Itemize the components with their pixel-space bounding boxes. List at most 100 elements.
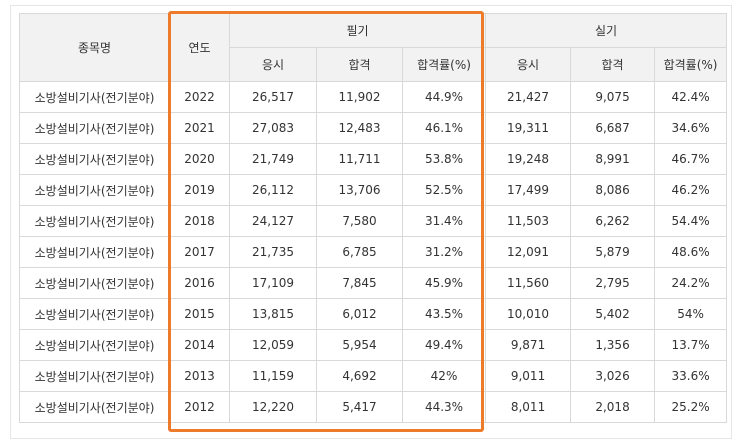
cell-written-rate: 46.1% — [401, 112, 487, 144]
cell-practical-apply: 9,011 — [485, 360, 572, 392]
cell-practical-pass: 5,402 — [570, 298, 656, 330]
cell-practical-apply: 9,871 — [485, 329, 572, 361]
cell-practical-rate: 46.7% — [654, 143, 728, 175]
header-item-name: 종목명 — [19, 13, 170, 82]
cell-item-name: 소방설비기사(전기분야) — [19, 174, 170, 206]
cell-written-rate: 44.9% — [401, 81, 487, 113]
cell-year: 2020 — [169, 143, 230, 175]
cell-written-apply: 17,109 — [229, 267, 317, 299]
cell-practical-rate: 54.4% — [654, 205, 728, 237]
cell-practical-rate: 34.6% — [654, 112, 728, 144]
cell-practical-apply: 12,091 — [485, 236, 572, 268]
cell-practical-rate: 25.2% — [654, 391, 728, 423]
cell-practical-pass: 6,687 — [570, 112, 656, 144]
cell-year: 2013 — [169, 360, 230, 392]
cell-written-apply: 26,517 — [229, 81, 317, 113]
cell-practical-rate: 42.4% — [654, 81, 728, 113]
cell-written-apply: 26,112 — [229, 174, 317, 206]
cell-written-rate: 52.5% — [401, 174, 487, 206]
cell-year: 2022 — [169, 81, 230, 113]
cell-written-pass: 11,711 — [316, 143, 403, 175]
cell-practical-rate: 48.6% — [654, 236, 728, 268]
cell-written-rate: 44.3% — [401, 391, 487, 423]
cell-written-rate: 43.5% — [401, 298, 487, 330]
table-row: 소방설비기사(전기분야) 2021 27,083 12,483 46.1% 19,311 6… — [19, 112, 728, 144]
table-row: 소방설비기사(전기분야) 2020 21,749 11,711 53.8% 19,248 8… — [19, 143, 728, 175]
cell-item-name: 소방설비기사(전기분야) — [19, 360, 170, 392]
table-row: 소방설비기사(전기분야) 2014 12,059 5,954 49.4% 9,871 1,3… — [19, 329, 728, 361]
cell-written-apply: 11,159 — [229, 360, 317, 392]
header-practical-pass: 합격 — [570, 47, 656, 82]
table-row: 소방설비기사(전기분야) 2015 13,815 6,012 43.5% 10,010 5,… — [19, 298, 728, 330]
cell-written-rate: 31.2% — [401, 236, 487, 268]
cell-practical-pass: 6,262 — [570, 205, 656, 237]
cell-written-pass: 11,902 — [316, 81, 403, 113]
cell-year: 2014 — [169, 329, 230, 361]
table-row: 소방설비기사(전기분야) 2019 26,112 13,706 52.5% 17,499 8… — [19, 174, 728, 206]
header-practical-rate: 합격률(%) — [654, 47, 728, 82]
header-year: 연도 — [169, 13, 230, 82]
cell-year: 2016 — [169, 267, 230, 299]
header-written-apply: 응시 — [229, 47, 317, 82]
cell-practical-apply: 21,427 — [485, 81, 572, 113]
table-row: 소방설비기사(전기분야) 2018 24,127 7,580 31.4% 11,503 6,… — [19, 205, 728, 237]
cell-written-pass: 7,580 — [316, 205, 403, 237]
cell-practical-pass: 3,026 — [570, 360, 656, 392]
table-row: 소방설비기사(전기분야) 2012 12,220 5,417 44.3% 8,011 2,0… — [19, 391, 728, 423]
cell-year: 2021 — [169, 112, 230, 144]
cell-written-pass: 6,785 — [316, 236, 403, 268]
cell-practical-apply: 19,311 — [485, 112, 572, 144]
header-row-1: 종목명 연도 필기 실기 — [19, 13, 728, 82]
cell-written-apply: 21,749 — [229, 143, 317, 175]
cell-written-rate: 53.8% — [401, 143, 487, 175]
cell-practical-apply: 8,011 — [485, 391, 572, 423]
cell-written-rate: 49.4% — [401, 329, 487, 361]
cell-written-apply: 13,815 — [229, 298, 317, 330]
cell-written-pass: 5,417 — [316, 391, 403, 423]
cell-written-pass: 5,954 — [316, 329, 403, 361]
cell-written-rate: 31.4% — [401, 205, 487, 237]
cell-practical-pass: 8,086 — [570, 174, 656, 206]
cell-practical-rate: 33.6% — [654, 360, 728, 392]
header-written-pass: 합격 — [316, 47, 403, 82]
cell-item-name: 소방설비기사(전기분야) — [19, 205, 170, 237]
cell-written-rate: 45.9% — [401, 267, 487, 299]
cell-item-name: 소방설비기사(전기분야) — [19, 329, 170, 361]
table-body: 소방설비기사(전기분야) 2022 26,517 11,902 44.9% 21,427 9… — [19, 81, 728, 423]
cell-written-apply: 12,220 — [229, 391, 317, 423]
cell-written-pass: 4,692 — [316, 360, 403, 392]
cell-practical-apply: 10,010 — [485, 298, 572, 330]
cell-practical-pass: 8,991 — [570, 143, 656, 175]
cell-written-pass: 13,706 — [316, 174, 403, 206]
cell-practical-pass: 1,356 — [570, 329, 656, 361]
table-row: 소방설비기사(전기분야) 2013 11,159 4,692 42% 9,011 3,026… — [19, 360, 728, 392]
cell-year: 2012 — [169, 391, 230, 423]
cell-practical-apply: 11,503 — [485, 205, 572, 237]
table-row: 소방설비기사(전기분야) 2017 21,735 6,785 31.2% 12,091 5,… — [19, 236, 728, 268]
cell-written-pass: 6,012 — [316, 298, 403, 330]
cell-written-apply: 24,127 — [229, 205, 317, 237]
cell-written-apply: 27,083 — [229, 112, 317, 144]
cell-item-name: 소방설비기사(전기분야) — [19, 298, 170, 330]
table-row: 소방설비기사(전기분야) 2022 26,517 11,902 44.9% 21,427 9… — [19, 81, 728, 113]
cell-practical-apply: 17,499 — [485, 174, 572, 206]
cell-year: 2017 — [169, 236, 230, 268]
cell-item-name: 소방설비기사(전기분야) — [19, 267, 170, 299]
header-written-rate: 합격률(%) — [401, 47, 487, 82]
cell-practical-pass: 2,018 — [570, 391, 656, 423]
cell-practical-pass: 5,879 — [570, 236, 656, 268]
cell-item-name: 소방설비기사(전기분야) — [19, 81, 170, 113]
cell-item-name: 소방설비기사(전기분야) — [19, 236, 170, 268]
cell-written-rate: 42% — [401, 360, 487, 392]
cell-item-name: 소방설비기사(전기분야) — [19, 143, 170, 175]
cell-practical-apply: 11,560 — [485, 267, 572, 299]
exam-statistics-table: 종목명 연도 필기 실기 응시 합격 합격률(%) 응시 합격 합격률(%) 소… — [19, 13, 728, 423]
cell-practical-apply: 19,248 — [485, 143, 572, 175]
header-practical-apply: 응시 — [485, 47, 572, 82]
cell-item-name: 소방설비기사(전기분야) — [19, 112, 170, 144]
cell-year: 2019 — [169, 174, 230, 206]
cell-written-pass: 12,483 — [316, 112, 403, 144]
cell-practical-rate: 54% — [654, 298, 728, 330]
cell-practical-pass: 2,795 — [570, 267, 656, 299]
cell-practical-rate: 24.2% — [654, 267, 728, 299]
